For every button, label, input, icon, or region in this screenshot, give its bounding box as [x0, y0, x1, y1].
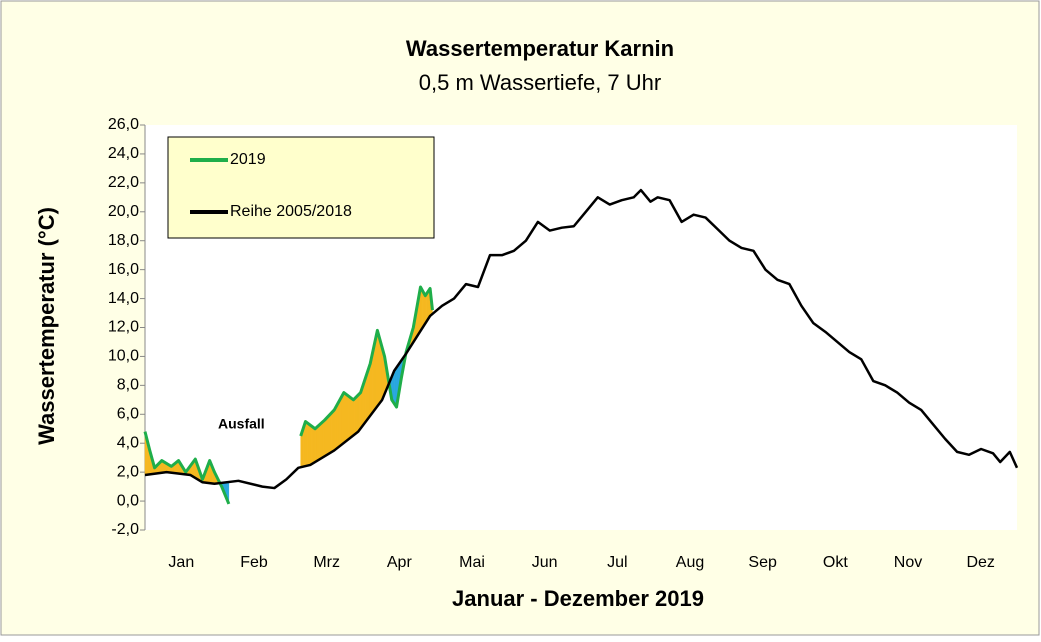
x-tick-label: Okt: [823, 554, 848, 571]
y-tick-label: -2,0: [111, 521, 139, 538]
y-tick-label: 18,0: [108, 232, 139, 249]
y-tick-label: 12,0: [108, 319, 139, 336]
y-tick-label: 14,0: [108, 290, 139, 307]
y-tick-label: 20,0: [108, 203, 139, 220]
x-tick-label: Mrz: [313, 554, 340, 571]
y-tick-label: 4,0: [117, 434, 139, 451]
y-tick-label: 22,0: [108, 174, 139, 191]
x-tick-label: Mai: [459, 554, 485, 571]
x-tick-label: Apr: [387, 554, 413, 571]
legend-box: [168, 137, 434, 238]
x-tick-label: Feb: [240, 554, 268, 571]
y-tick-label: 10,0: [108, 348, 139, 365]
annotation: Ausfall: [218, 416, 265, 432]
legend-label: 2019: [230, 151, 266, 168]
y-tick-label: 8,0: [117, 377, 139, 394]
x-tick-label: Sep: [748, 554, 777, 571]
x-tick-label: Aug: [676, 554, 704, 571]
y-tick-label: 2,0: [117, 463, 139, 480]
x-tick-label: Jun: [532, 554, 558, 571]
y-tick-label: 24,0: [108, 145, 139, 162]
x-tick-label: Nov: [894, 554, 922, 571]
x-tick-label: Jan: [168, 554, 194, 571]
y-tick-label: 6,0: [117, 406, 139, 423]
y-tick-label: 16,0: [108, 261, 139, 278]
chart-title: Wassertemperatur Karnin: [406, 36, 674, 61]
y-axis-title: Wassertemperatur (°C): [34, 207, 59, 445]
y-tick-label: 26,0: [108, 116, 139, 133]
x-axis-title: Januar - Dezember 2019: [452, 586, 704, 611]
chart-subtitle: 0,5 m Wassertiefe, 7 Uhr: [419, 70, 661, 95]
legend-label: Reihe 2005/2018: [230, 203, 352, 220]
y-tick-label: 0,0: [117, 492, 139, 509]
x-tick-label: Jul: [607, 554, 627, 571]
x-tick-label: Dez: [966, 554, 994, 571]
